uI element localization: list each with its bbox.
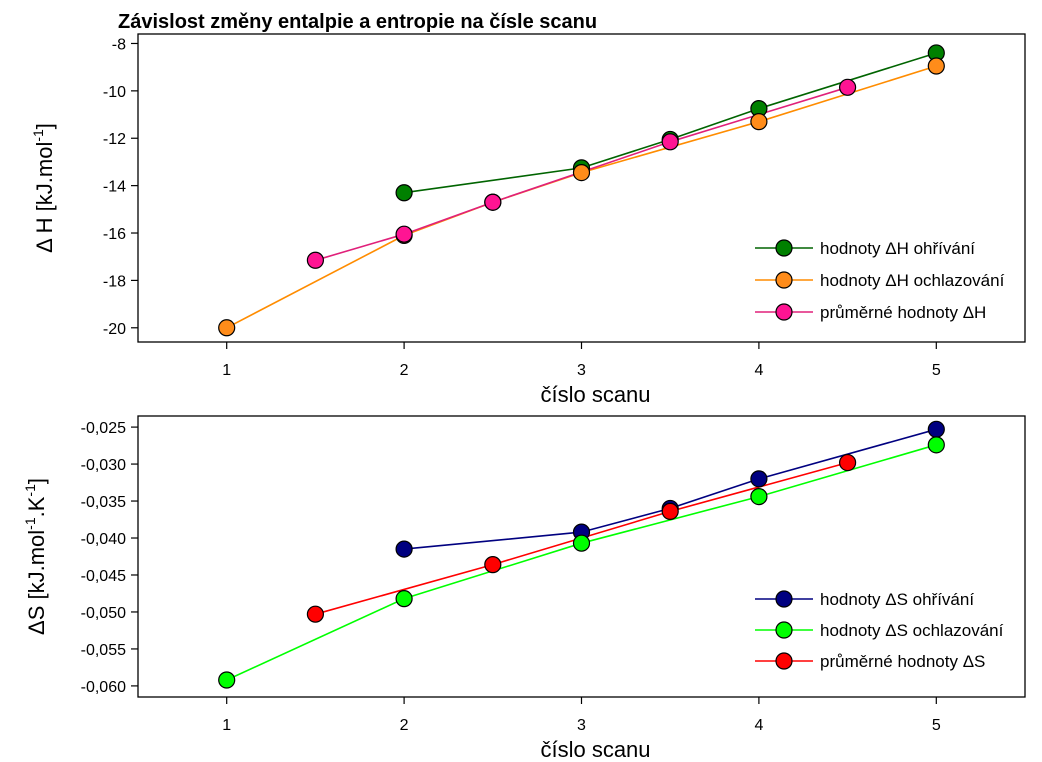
- x-tick-label: 2: [400, 362, 409, 379]
- series-2-point: [750, 488, 768, 506]
- series-2-point: [218, 671, 236, 689]
- legend-label: průměrné hodnoty ΔH: [820, 303, 986, 322]
- y-tick-label: -0,050: [81, 605, 126, 622]
- x-tick-label: 5: [932, 362, 941, 379]
- x-tick-label: 3: [577, 362, 586, 379]
- y-tick-label: -12: [103, 131, 126, 148]
- y-axis-label-sup2: -1: [22, 484, 38, 497]
- y-tick-label: -18: [103, 273, 126, 290]
- y-tick-label: -14: [103, 179, 126, 196]
- y-tick-label: -20: [103, 321, 126, 338]
- series-2-point: [927, 436, 945, 454]
- y-axis-label: ΔS [kJ.mol-1.K-1]: [22, 478, 49, 635]
- y-axis-label-end: ]: [32, 123, 57, 129]
- y-tick-label: -10: [103, 84, 126, 101]
- legend-marker: [775, 303, 793, 321]
- x-tick-label: 2: [400, 717, 409, 734]
- y-axis-label-main: Δ H [kJ.mol: [32, 142, 57, 253]
- series-3-point: [661, 502, 679, 520]
- y-tick-label: -16: [103, 226, 126, 243]
- y-tick-label: -0,055: [81, 642, 126, 659]
- legend-marker: [775, 239, 793, 257]
- series-3-point: [306, 251, 324, 269]
- series-line-1: [404, 428, 937, 550]
- y-tick-label: -0,045: [81, 568, 126, 585]
- series-3-point: [484, 556, 502, 574]
- series-3-point: [661, 133, 679, 151]
- x-axis-label: číslo scanu: [540, 737, 650, 762]
- y-axis-label-main: ΔS [kJ.mol: [24, 530, 49, 635]
- series-3-point: [395, 225, 413, 243]
- x-tick-label: 4: [754, 717, 763, 734]
- series-line-1: [403, 52, 937, 194]
- x-tick-label: 5: [932, 717, 941, 734]
- series-1-point: [927, 420, 945, 438]
- y-tick-label: -8: [112, 36, 126, 53]
- x-tick-label: 1: [222, 362, 231, 379]
- series-line-2: [226, 444, 937, 681]
- series-3-point: [484, 193, 502, 211]
- legend-marker: [775, 621, 793, 639]
- chart-title: Závislost změny entalpie a entropie na č…: [118, 11, 597, 33]
- y-axis-label-end: ]: [24, 478, 49, 484]
- legend-marker: [775, 652, 793, 670]
- y-tick-label: -0,030: [81, 457, 126, 474]
- y-tick-label: -0,060: [81, 679, 126, 696]
- series-1-point: [395, 184, 413, 202]
- series-3-point: [838, 78, 857, 96]
- series-1-point: [750, 470, 768, 488]
- legend-label: průměrné hodnoty ΔS: [820, 652, 985, 671]
- series-2-point: [395, 590, 413, 608]
- y-axis-label-mid: .K: [24, 496, 49, 517]
- entropy-chart: -0,060 -0,055 -0,050 -0,045 -0,040 -0,035 -0,0…: [22, 415, 1026, 762]
- x-tick-label: 4: [754, 362, 763, 379]
- enthalpy-chart: -20 -18 -16 -14 -12 -10 -8 1 2 3 4 5 číslo scanu Δ H …: [30, 33, 1026, 407]
- legend-label: hodnoty ΔH ohřívání: [820, 239, 975, 258]
- x-tick-label: 1: [222, 717, 231, 734]
- legend-marker: [775, 271, 793, 289]
- legend-label: hodnoty ΔS ochlazování: [820, 621, 1004, 640]
- series-2-point: [218, 319, 236, 337]
- series-3-point: [838, 453, 857, 472]
- x-axis-label: číslo scanu: [540, 382, 650, 407]
- y-tick-label: -0,025: [81, 420, 126, 437]
- series-1-point: [395, 540, 413, 558]
- y-tick-label: -0,035: [81, 494, 126, 511]
- y-axis-label-sup: -1: [30, 129, 46, 142]
- series-2-point: [572, 164, 591, 182]
- series-2-point: [927, 57, 945, 75]
- legend-label: hodnoty ΔH ochlazování: [820, 271, 1005, 290]
- legend-label: hodnoty ΔS ohřívání: [820, 590, 974, 609]
- y-tick-label: -0,040: [81, 531, 126, 548]
- series-3-point: [306, 605, 324, 623]
- x-tick-label: 3: [577, 717, 586, 734]
- y-axis-label-sup: -1: [22, 517, 38, 530]
- series-2-point: [572, 534, 591, 552]
- legend-marker: [775, 590, 793, 608]
- y-axis-label: Δ H [kJ.mol-1]: [30, 123, 57, 253]
- series-2-point: [750, 113, 768, 131]
